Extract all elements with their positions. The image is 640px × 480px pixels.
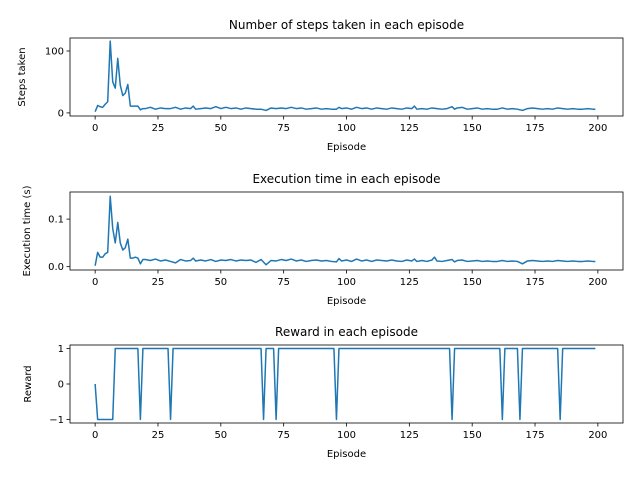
y-tick-label: 0 (58, 380, 64, 391)
chart-panel-3: Reward in each episode 0 25 50 75 100 125 150 17… (23, 325, 624, 460)
x-tick-label: 175 (525, 277, 544, 288)
y-tick-label: 100 (45, 47, 64, 58)
x-tick-label: 25 (152, 123, 165, 134)
y-tick-label: 0 (58, 108, 64, 119)
series-line-1 (94, 195, 596, 266)
series-line-1 (94, 347, 596, 421)
x-tick-label: 100 (337, 277, 356, 288)
x-tick-label: 125 (400, 430, 419, 441)
y-tick-label: 0.1 (48, 215, 64, 226)
chart-panel-2: Execution time in each episode 0 25 50 75 100… (22, 172, 624, 307)
x-axis-label: Episode (327, 142, 366, 153)
chart-panel-1: Number of steps taken in each episode 0 25… (17, 18, 624, 153)
x-tick-label: 125 (400, 123, 419, 134)
x-tick-label: 125 (400, 277, 419, 288)
x-tick-label: 0 (92, 430, 98, 441)
x-tick-label: 50 (214, 430, 227, 441)
x-tick-label: 200 (588, 277, 607, 288)
y-tick-label: −1 (49, 415, 64, 426)
x-tick-label: 100 (337, 430, 356, 441)
y-axis-label: Reward (23, 365, 34, 402)
x-tick-label: 75 (277, 430, 290, 441)
x-tick-label: 150 (463, 430, 482, 441)
x-tick-label: 100 (337, 123, 356, 134)
x-axis-label: Episode (327, 449, 366, 460)
x-tick-label: 0 (92, 123, 98, 134)
x-tick-label: 75 (277, 277, 290, 288)
chart-title: Number of steps taken in each episode (229, 18, 464, 32)
x-tick-label: 175 (525, 123, 544, 134)
y-axis-label: Steps taken (17, 47, 28, 106)
x-tick-label: 0 (92, 277, 98, 288)
series-line-1 (94, 40, 596, 112)
chart-title: Reward in each episode (275, 325, 418, 339)
x-tick-label: 25 (152, 430, 165, 441)
x-axis-label: Episode (327, 296, 366, 307)
x-tick-label: 175 (525, 430, 544, 441)
y-tick-label: 1 (58, 344, 64, 355)
x-tick-label: 150 (463, 123, 482, 134)
x-tick-label: 150 (463, 277, 482, 288)
x-tick-label: 200 (588, 123, 607, 134)
x-tick-label: 50 (214, 277, 227, 288)
y-tick-label: 0.0 (48, 262, 64, 273)
x-tick-label: 25 (152, 277, 165, 288)
x-tick-label: 75 (277, 123, 290, 134)
x-tick-label: 200 (588, 430, 607, 441)
y-axis-label: Execution time (s) (22, 185, 33, 276)
chart-title: Execution time in each episode (252, 172, 440, 186)
x-tick-label: 50 (214, 123, 227, 134)
